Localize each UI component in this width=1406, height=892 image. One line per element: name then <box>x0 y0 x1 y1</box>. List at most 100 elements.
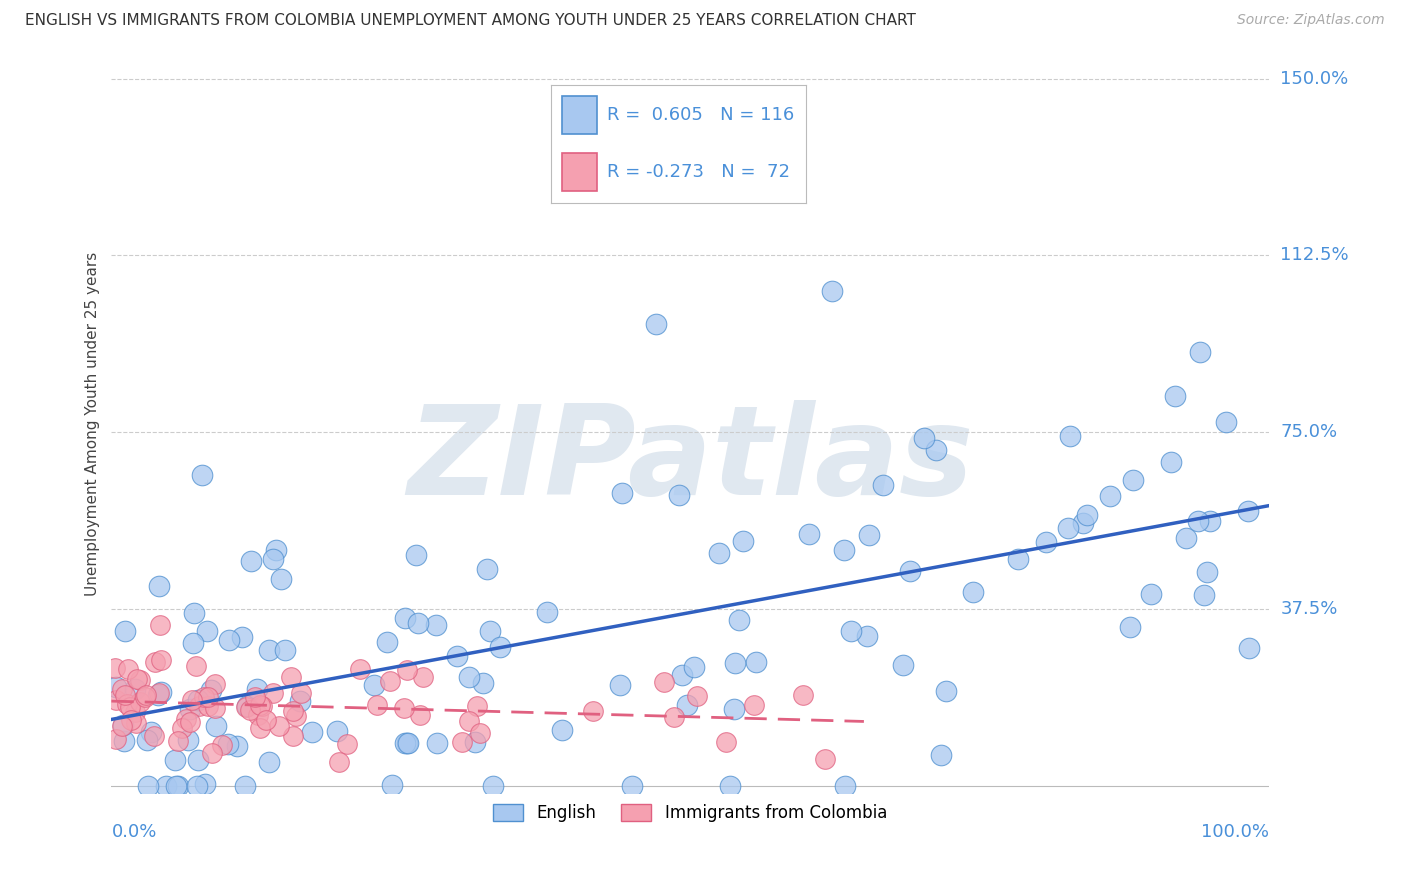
Point <box>262 686 284 700</box>
Point <box>167 734 190 748</box>
Point <box>536 605 558 619</box>
Text: 0.0%: 0.0% <box>111 823 157 841</box>
Point <box>405 548 427 562</box>
Point <box>328 755 350 769</box>
Point <box>406 615 429 630</box>
Point <box>138 779 160 793</box>
Point <box>218 633 240 648</box>
Point <box>464 735 486 749</box>
Point <box>349 662 371 676</box>
Point <box>1187 514 1209 528</box>
Point <box>394 735 416 749</box>
Point <box>582 704 605 718</box>
Point <box>254 713 277 727</box>
Point <box>114 688 136 702</box>
Point <box>111 719 134 733</box>
Text: 100.0%: 100.0% <box>1201 823 1270 841</box>
Point <box>204 701 226 715</box>
Point <box>150 653 173 667</box>
Point <box>1237 503 1260 517</box>
Point <box>475 562 498 576</box>
Point <box>935 683 957 698</box>
Point <box>259 755 281 769</box>
Point <box>1119 620 1142 634</box>
Point <box>117 662 139 676</box>
Point <box>176 732 198 747</box>
Point <box>744 698 766 713</box>
Point <box>891 658 914 673</box>
Point <box>233 779 256 793</box>
Point <box>105 693 128 707</box>
Point <box>204 719 226 733</box>
Point <box>148 579 170 593</box>
Point <box>839 624 862 639</box>
Point <box>929 747 952 762</box>
Point <box>118 700 141 714</box>
Point <box>609 678 631 692</box>
Point <box>1059 429 1081 443</box>
Point <box>166 779 188 793</box>
Text: 150.0%: 150.0% <box>1281 70 1348 87</box>
Text: 37.5%: 37.5% <box>1281 600 1337 618</box>
Point <box>465 699 488 714</box>
Point <box>267 719 290 733</box>
Point <box>111 718 134 732</box>
Point <box>181 636 204 650</box>
Point <box>249 721 271 735</box>
Y-axis label: Unemployment Among Youth under 25 years: Unemployment Among Youth under 25 years <box>86 252 100 596</box>
Point <box>733 534 755 549</box>
Point <box>458 714 481 728</box>
Point <box>1035 534 1057 549</box>
Point <box>110 682 132 697</box>
Point <box>146 689 169 703</box>
Point <box>240 554 263 568</box>
Point <box>620 779 643 793</box>
Point <box>183 606 205 620</box>
Point <box>231 630 253 644</box>
Point <box>197 690 219 704</box>
Point <box>187 693 209 707</box>
Point <box>872 478 894 492</box>
Point <box>707 545 730 559</box>
Point <box>326 723 349 738</box>
Point <box>457 670 479 684</box>
Point <box>1098 489 1121 503</box>
Point <box>112 734 135 748</box>
Point <box>470 726 492 740</box>
Point <box>834 779 856 793</box>
Point <box>409 707 432 722</box>
Point <box>398 736 420 750</box>
Point <box>104 661 127 675</box>
Point <box>135 688 157 702</box>
Point <box>266 543 288 558</box>
Point <box>1237 640 1260 655</box>
Point <box>148 686 170 700</box>
Point <box>179 701 201 715</box>
Point <box>270 572 292 586</box>
Point <box>259 643 281 657</box>
Point <box>104 681 127 695</box>
Point <box>200 682 222 697</box>
Point <box>150 685 173 699</box>
Point <box>155 779 177 793</box>
Point <box>283 704 305 718</box>
Point <box>1122 473 1144 487</box>
Point <box>197 698 219 713</box>
Point <box>285 709 308 723</box>
Point <box>855 629 877 643</box>
Point <box>104 731 127 746</box>
Point <box>412 670 434 684</box>
Point <box>115 697 138 711</box>
Point <box>281 729 304 743</box>
Point <box>550 723 572 737</box>
Point <box>128 695 150 709</box>
Point <box>143 655 166 669</box>
Point <box>211 739 233 753</box>
Point <box>488 640 510 654</box>
Point <box>676 698 699 712</box>
Point <box>1076 508 1098 522</box>
Point <box>471 675 494 690</box>
Point <box>193 690 215 704</box>
Text: 112.5%: 112.5% <box>1281 246 1348 264</box>
Point <box>280 669 302 683</box>
